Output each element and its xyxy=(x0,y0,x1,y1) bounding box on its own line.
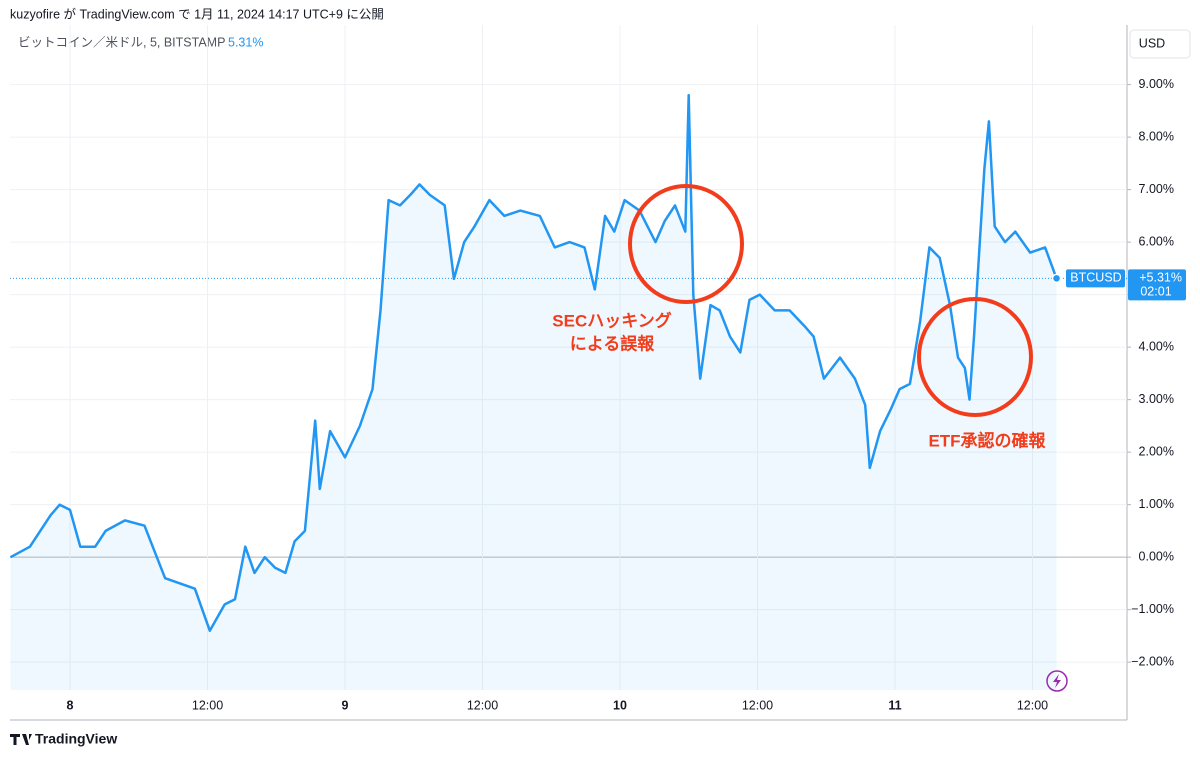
annotation: による誤報 xyxy=(570,333,655,353)
brand-logo xyxy=(10,734,32,745)
y-tick-label: 6.00% xyxy=(1139,234,1174,248)
currency[interactable]: USD xyxy=(1139,36,1165,50)
x-tick-label: 12:00 xyxy=(742,698,773,712)
x-tick-label: 9 xyxy=(342,698,349,712)
y-tick-label: 3.00% xyxy=(1139,392,1174,406)
annotation: ETF承認の確報 xyxy=(928,430,1046,450)
symbol-tag xyxy=(1066,269,1125,288)
y-tick-label: −1.00% xyxy=(1131,602,1174,616)
price-line xyxy=(9,93,1058,632)
y-tick-label: 9.00% xyxy=(1139,77,1174,91)
symbol-tag-label: BTCUSD xyxy=(1070,271,1121,285)
last-point xyxy=(1051,273,1062,284)
currency-button[interactable] xyxy=(1129,29,1191,59)
y-tick-label: 0.00% xyxy=(1139,549,1174,563)
brand: TradingView xyxy=(35,731,117,747)
lightning-icon[interactable] xyxy=(1046,670,1068,692)
y-tick-label: 7.00% xyxy=(1139,182,1174,196)
highlight-circle xyxy=(628,184,744,304)
y-tick-label: 4.00% xyxy=(1139,339,1174,353)
y-tick-label: −2.00% xyxy=(1131,654,1174,668)
price-tag-label: +5.31% xyxy=(1139,271,1182,285)
x-tick-label: 10 xyxy=(613,698,627,712)
header: kuzyofire が TradingView.com で 1月 11, 202… xyxy=(10,6,384,21)
highlight-circle xyxy=(917,297,1033,417)
x-tick-label: 8 xyxy=(67,698,74,712)
lightning-bolt xyxy=(1053,674,1061,688)
countdown: 02:01 xyxy=(1140,285,1171,299)
x-tick-label: 12:00 xyxy=(467,698,498,712)
x-tick-label: 12:00 xyxy=(192,698,223,712)
annotation: SECハッキング xyxy=(552,310,671,330)
y-tick-label: 8.00% xyxy=(1139,129,1174,143)
legend-value: 5.31% xyxy=(228,35,263,49)
legend-symbol: ビットコイン／米ドル, 5, BITSTAMP xyxy=(18,35,225,49)
x-tick-label: 11 xyxy=(888,698,901,712)
area-fill xyxy=(10,95,1057,691)
y-tick-label: 2.00% xyxy=(1139,444,1174,458)
price-tag xyxy=(1128,269,1186,301)
plot xyxy=(9,25,1127,691)
y-tick-label: 1.00% xyxy=(1139,497,1174,511)
x-tick-label: 12:00 xyxy=(1017,698,1048,712)
